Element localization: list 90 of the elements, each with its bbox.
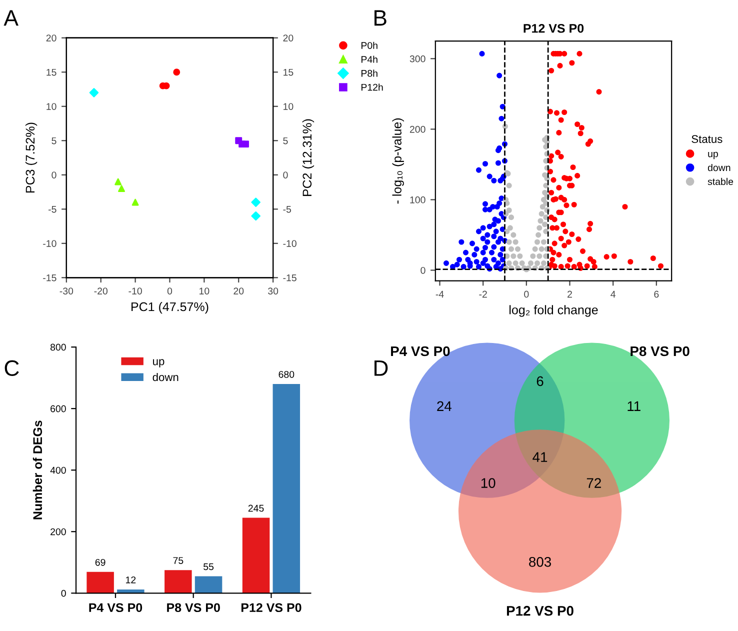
text: D: [374, 360, 388, 376]
y-tick-label: 300: [410, 55, 426, 62]
y-tick-label: 15: [46, 68, 56, 76]
text: A: [4, 10, 18, 26]
y-tick-label: 0: [420, 266, 426, 274]
text: 24: [437, 401, 452, 411]
legend-title: Status: [692, 135, 722, 143]
data-label: 12: [126, 576, 136, 584]
point: [132, 198, 139, 206]
data-label: 245: [248, 504, 264, 512]
x-tick-label: 2: [568, 290, 572, 298]
y2-axis-title: PC2 (12.31%): [302, 119, 314, 196]
x-tick-label: 30: [268, 288, 278, 295]
legend-label: up: [153, 359, 164, 368]
y2-tick-label: 20: [283, 34, 294, 42]
text: 6: [536, 376, 544, 386]
y-tick-label: 10: [46, 103, 56, 110]
text: 10: [481, 478, 496, 488]
x-tick-label: -30: [60, 288, 74, 295]
y-tick-label: 100: [410, 196, 426, 204]
point: [114, 178, 122, 186]
y-tick-label: 200: [50, 528, 66, 536]
bar: [272, 384, 300, 594]
legend-label: P12h: [361, 84, 383, 91]
bar: [242, 518, 270, 594]
y2-tick-label: -10: [283, 240, 296, 248]
y-axis-title: PC3 (7.52%): [25, 122, 38, 192]
bar: [194, 576, 222, 594]
y-tick-label: 0: [52, 172, 56, 178]
text: 803: [529, 557, 551, 567]
data-label: 75: [173, 557, 184, 564]
x-tick-label: P12 VS P0: [241, 603, 302, 612]
x-tick-label: -10: [128, 288, 142, 295]
point: [173, 68, 180, 76]
x-tick-label: -20: [94, 288, 108, 295]
point: [242, 140, 249, 148]
text: P4 VS P0: [391, 346, 450, 356]
legend-label: stable: [708, 178, 734, 186]
legend-label: P4h: [361, 56, 378, 63]
point: [89, 88, 99, 98]
y-tick-label: 600: [50, 405, 66, 412]
x-tick-label: 0: [524, 290, 529, 298]
x-tick-label: P8 VS P0: [167, 603, 220, 612]
y2-tick-label: -5: [283, 206, 292, 213]
x-tick-label: 6: [654, 290, 659, 298]
y2-tick-label: 0: [283, 172, 288, 178]
point: [251, 198, 260, 207]
x-tick-label: -4: [436, 290, 444, 298]
y-tick-label: 200: [410, 126, 426, 133]
legend-label: down: [708, 164, 730, 172]
y-axis-title: Number of DEGs: [32, 420, 42, 520]
y-tick-label: -5: [48, 206, 56, 213]
x-tick-label: 20: [234, 288, 244, 295]
data-label: 55: [204, 563, 214, 570]
y-tick-label: -10: [43, 240, 56, 248]
text: 41: [532, 452, 548, 462]
text: 11: [628, 401, 640, 411]
y-axis-title: - log₁₀ (p-value): [392, 118, 404, 204]
text: C: [4, 360, 19, 376]
y2-tick-label: -15: [283, 274, 296, 282]
y-tick-label: -15: [43, 274, 56, 282]
point: [118, 185, 125, 192]
x-tick-label: 0: [167, 288, 172, 295]
legend-label: P8h: [361, 70, 378, 77]
legend-label: down: [152, 372, 178, 382]
y2-tick-label: 15: [284, 68, 294, 76]
x-tick-label: -2: [479, 290, 487, 298]
chart-title: P12 VS P0: [524, 24, 584, 33]
x-tick-label: 10: [200, 288, 210, 295]
y-tick-label: 800: [50, 344, 66, 351]
legend-label: P0h: [361, 42, 378, 49]
text: B: [374, 10, 386, 26]
bar: [164, 570, 192, 594]
point: [251, 211, 260, 221]
text: 72: [586, 478, 601, 488]
bar: [86, 572, 114, 594]
data-label: 680: [278, 370, 294, 378]
legend-label: up: [708, 152, 718, 160]
text: P8 VS P0: [630, 346, 690, 356]
y2-tick-label: 5: [283, 137, 288, 144]
x-tick-label: P4 VS P0: [89, 603, 142, 612]
x-tick-label: 4: [610, 290, 616, 298]
y-tick-label: 0: [61, 590, 66, 597]
x-axis-title: PC1 (47.57%): [132, 302, 208, 314]
y-tick-label: 20: [46, 34, 56, 42]
data-label: 69: [95, 558, 106, 566]
y-tick-label: 400: [50, 466, 66, 474]
x-axis-title: log₂ fold change: [510, 305, 598, 317]
y2-tick-label: 10: [284, 103, 294, 110]
y-tick-label: 5: [52, 137, 56, 144]
